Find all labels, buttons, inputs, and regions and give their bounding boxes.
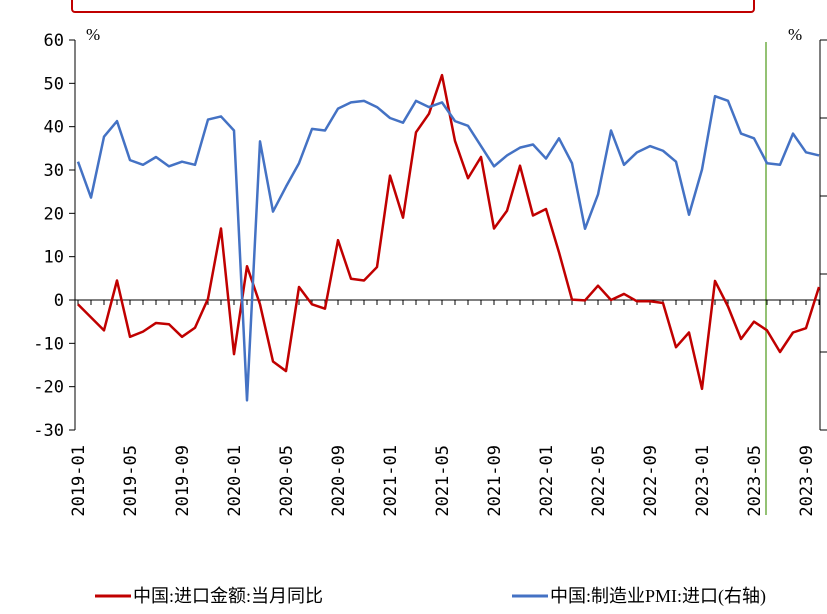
y-tick-label: 60 [44,31,64,51]
x-tick-label: 2020-05 [277,445,297,517]
y-tick-label: -10 [33,334,64,354]
x-tick-label: 2020-01 [225,445,245,517]
x-tick-label: 2019-01 [69,445,89,517]
title-banner [71,0,755,13]
x-tick-label: 2019-09 [173,445,193,517]
y-tick-label: 50 [44,74,64,94]
x-tick-label: 2023-05 [745,445,765,517]
legend-label: 中国:进口金额:当月同比 [133,586,323,606]
y-tick-label: 10 [44,248,64,268]
x-tick-label: 2021-01 [381,445,401,517]
series-line [77,73,821,391]
y-tick-label: 20 [44,204,64,224]
x-tick-label: 2021-09 [485,445,505,517]
series-line [76,94,820,402]
y2-unit: % [788,25,802,44]
x-tick-label: 2022-09 [641,445,661,517]
x-tick-label: 2023-09 [797,445,817,517]
y-tick-label: 30 [44,161,64,181]
x-tick-label: 2021-05 [433,445,453,517]
y-unit: % [86,25,100,44]
x-tick-label: 2020-09 [329,445,349,517]
x-tick-label: 2023-01 [693,445,713,517]
x-tick-label: 2022-01 [537,445,557,517]
y-tick-label: 0 [54,291,64,311]
legend-label: 中国:制造业PMI:进口(右轴) [550,586,766,607]
y-tick-label: -20 [33,378,64,398]
y-tick-label: -30 [33,421,64,441]
x-tick-label: 2022-05 [589,445,609,517]
x-tick-label: 2019-05 [121,445,141,517]
y-tick-label: 40 [44,118,64,138]
